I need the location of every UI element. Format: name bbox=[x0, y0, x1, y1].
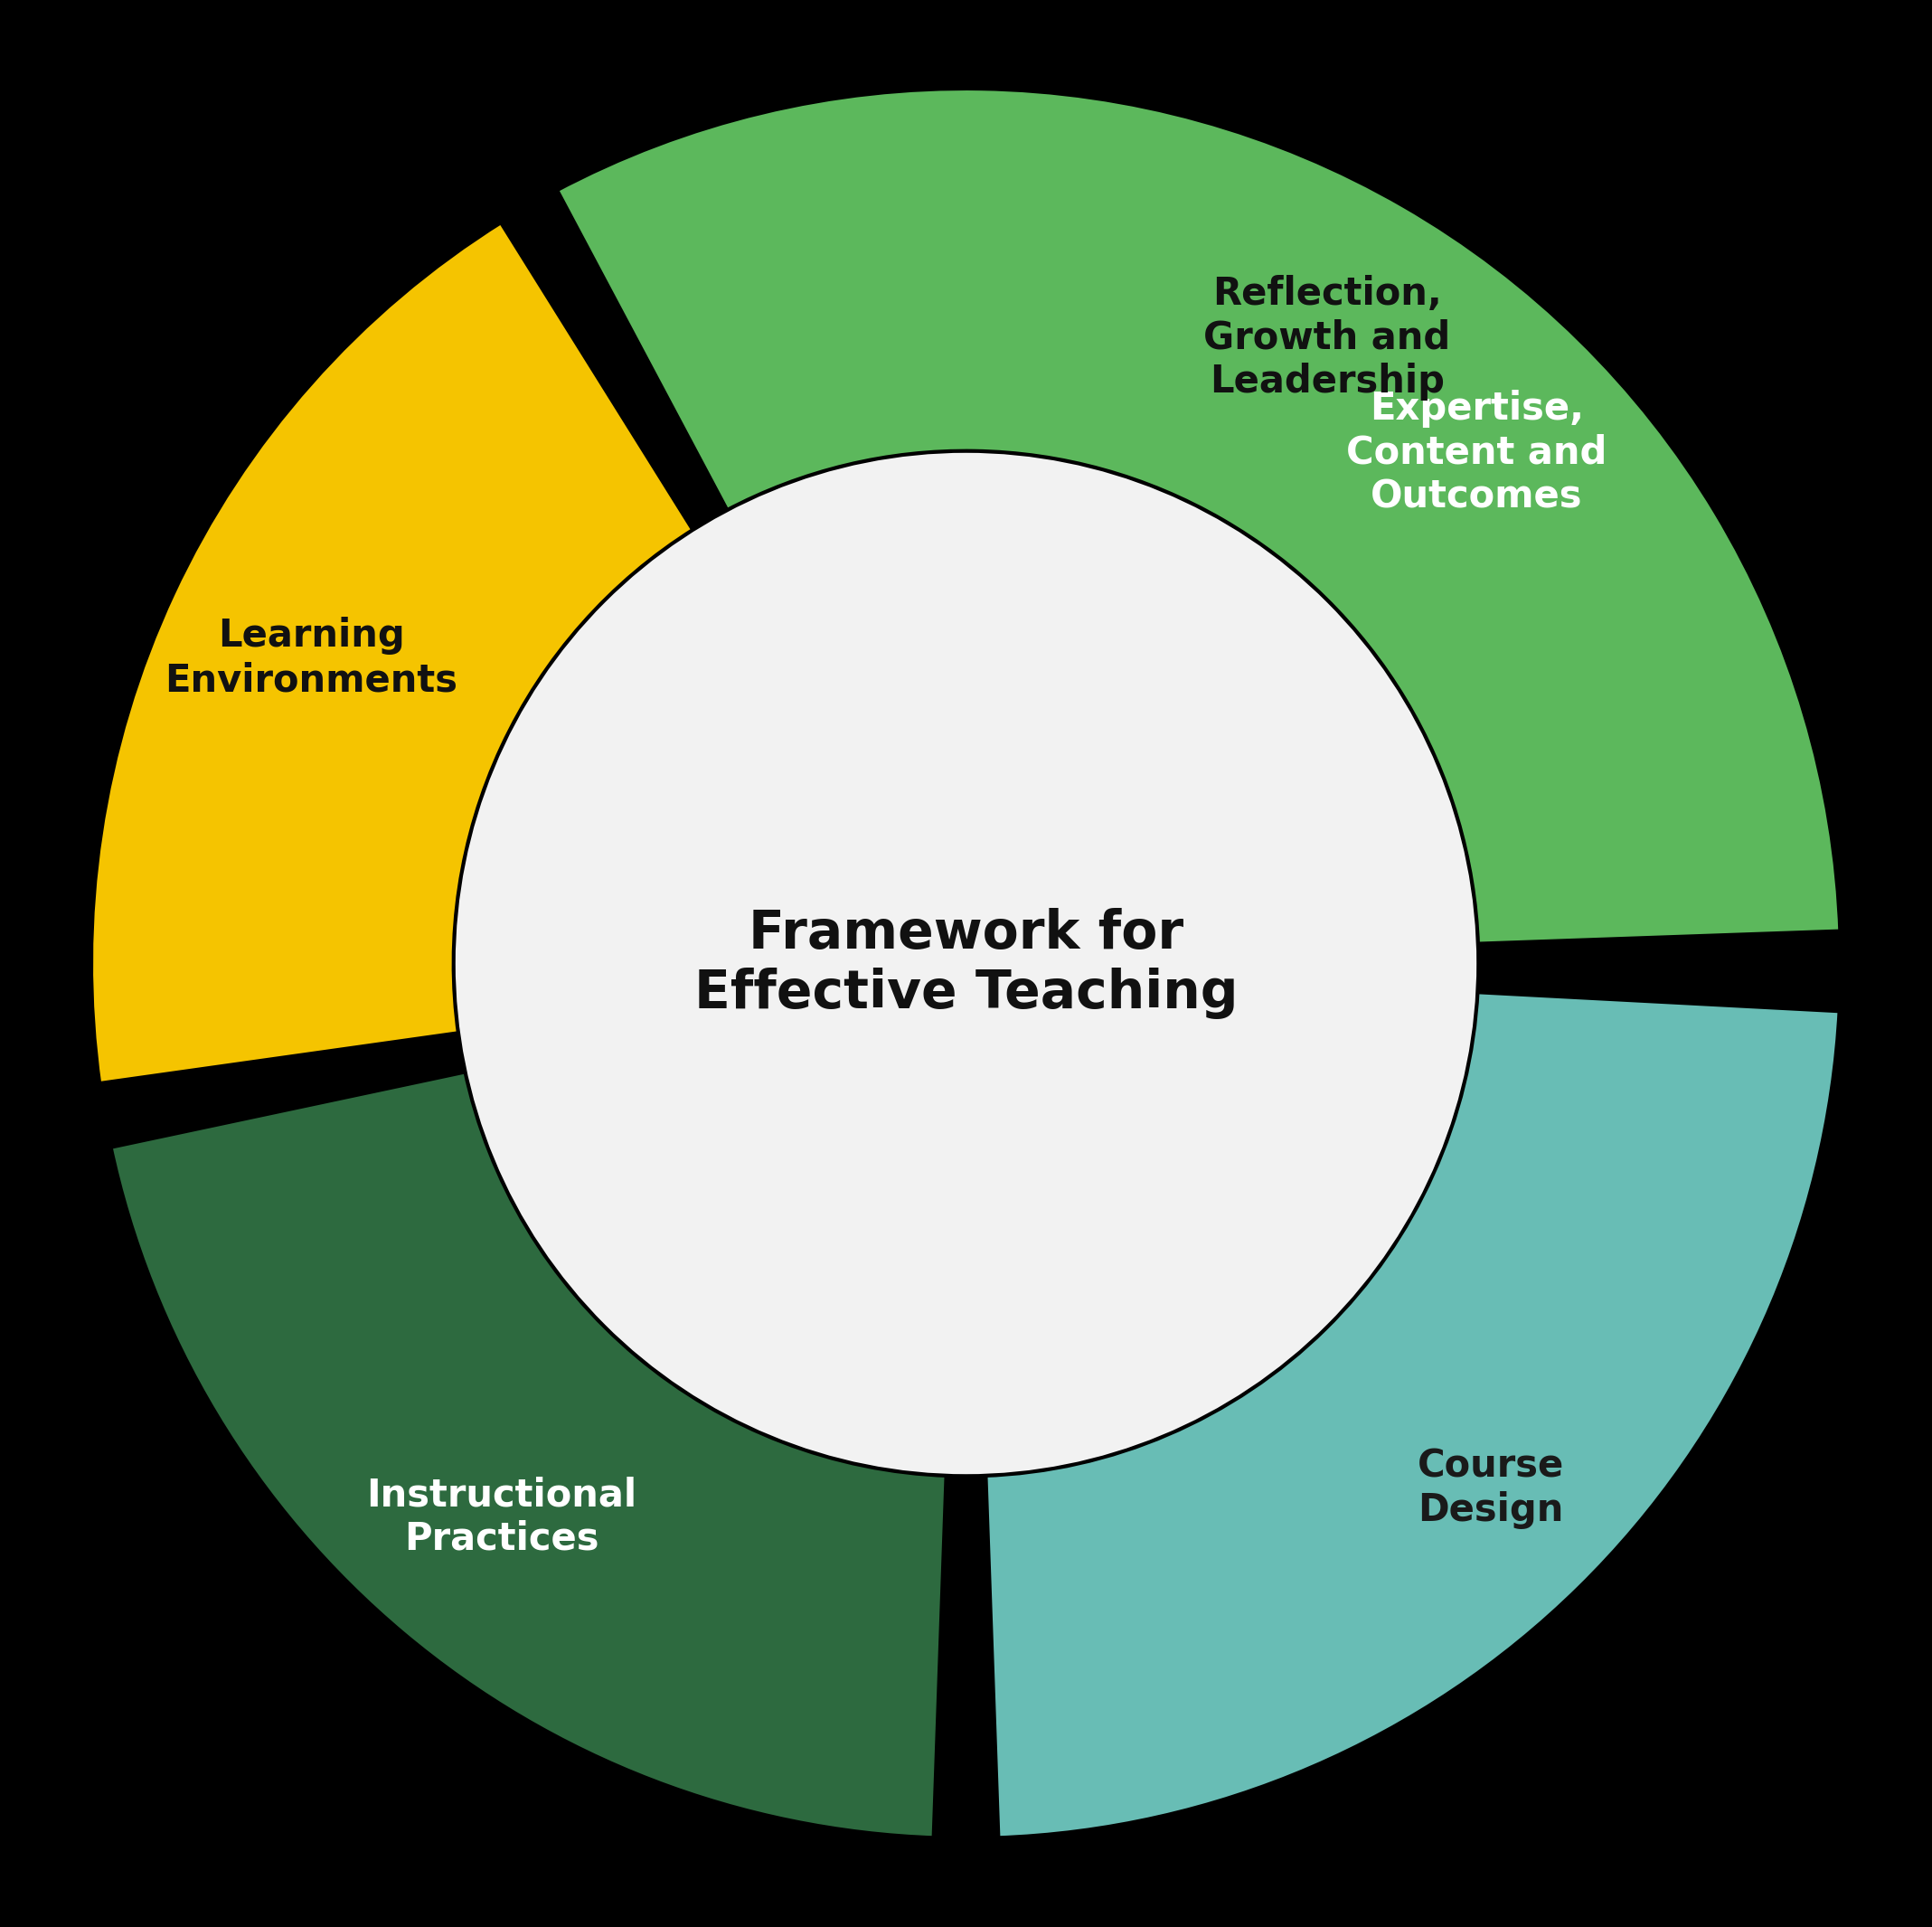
Circle shape bbox=[456, 453, 1476, 1474]
Text: Expertise,
Content and
Outcomes: Expertise, Content and Outcomes bbox=[1347, 389, 1607, 515]
Wedge shape bbox=[108, 1069, 949, 1840]
Text: Reflection,
Growth and
Leadership: Reflection, Growth and Leadership bbox=[1204, 276, 1451, 401]
Wedge shape bbox=[983, 990, 1841, 1840]
Text: Instructional
Practices: Instructional Practices bbox=[367, 1476, 638, 1559]
Text: Framework for
Effective Teaching: Framework for Effective Teaching bbox=[694, 908, 1238, 1019]
Wedge shape bbox=[554, 87, 1841, 946]
Wedge shape bbox=[983, 87, 1841, 946]
Text: Learning
Environments: Learning Environments bbox=[164, 617, 458, 700]
Wedge shape bbox=[89, 220, 696, 1085]
Text: Course
Design: Course Design bbox=[1418, 1447, 1563, 1528]
